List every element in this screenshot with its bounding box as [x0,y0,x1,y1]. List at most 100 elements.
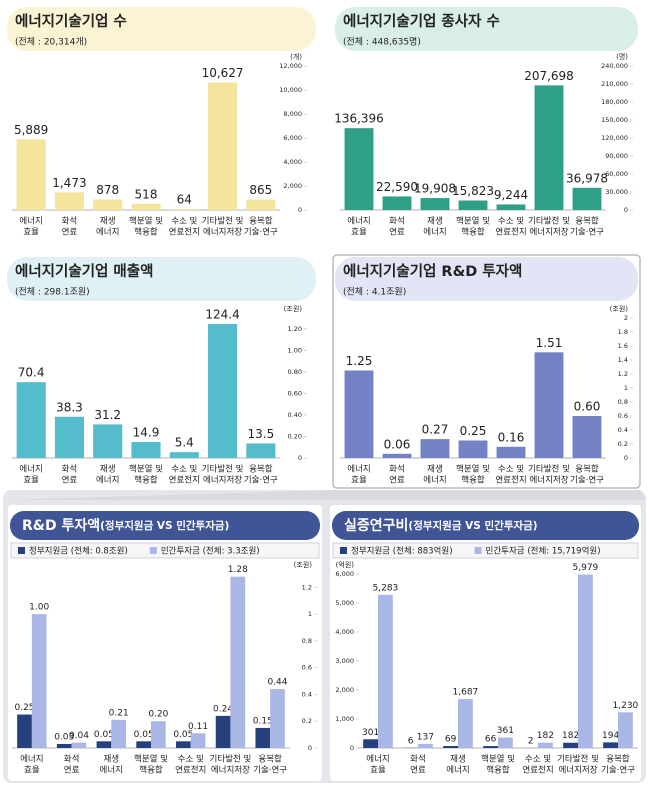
bar [572,187,602,210]
y-tick-label: 5,000 [335,599,354,607]
value-label: 878 [96,183,119,197]
value-label: 64 [177,193,192,207]
y-tick-label: 4,000 [335,628,354,636]
x-tick-label: 융복합 [249,217,273,227]
y-tick-label: 0.40 [288,411,302,419]
value-label: 31.2 [94,408,121,422]
value-label: 0.60 [574,400,601,414]
value-label: 194 [602,731,619,741]
value-label: 182 [537,731,554,741]
y-tick-label: 180,000 [601,98,628,106]
axis-unit: (조원) [294,560,313,569]
legend-box [10,542,320,559]
x-tick-label: 기타발전 및 [528,216,570,227]
bar [378,594,393,748]
connector [3,490,646,500]
x-tick-label: 연료전지 [495,475,526,486]
x-tick-label: 에너지저장 [203,475,242,486]
bar [111,719,126,748]
x-tick-label: 에너지 [446,765,469,776]
y-tick-label: 120,000 [601,134,628,142]
x-tick-label: 기술·연구 [570,228,604,238]
x-tick-label: 에너지 [20,754,43,765]
y-tick-label: 1.4 [618,356,628,364]
x-tick-label: 에너지 [96,475,119,486]
x-tick-label: 핵분열 및 [134,754,168,765]
y-tick-label: 210,000 [601,80,628,88]
y-tick-label: 4,000 [283,158,302,166]
value-label: 0.03 [54,732,74,742]
panel-title-note: (정부지원금 VS 민간투자금) [100,519,229,532]
panel-header [7,257,316,301]
legend-label: 민간투자금 (전체: 15,719억원) [486,546,601,557]
value-label: 36,978 [566,171,608,185]
y-tick-label: 0 [298,454,302,462]
y-tick-label: 0.8 [618,398,628,406]
x-tick-label: 핵융합 [139,765,163,776]
bar [538,742,553,748]
value-label: 1,687 [453,688,479,698]
panel-title-note: (정부지원금 VS 민간투자금) [408,519,537,532]
value-label: 0.11 [188,722,208,732]
value-label: 2 [528,736,534,746]
x-tick-label: 수소 및 [498,464,524,475]
y-tick-label: 0.80 [288,368,302,376]
bar [93,199,123,210]
bar [151,721,166,748]
y-tick-label: 0 [624,454,628,462]
value-label: 301 [362,728,379,738]
x-tick-label: 에너지 [423,227,446,238]
bar [344,370,374,458]
x-tick-label: 연료전지 [169,475,200,486]
bar [230,576,246,748]
value-label: 0.05 [173,730,193,740]
value-label: 0.05 [94,730,114,740]
x-tick-label: 핵분열 및 [481,754,515,765]
x-tick-label: 효율 [351,228,367,238]
bar [215,715,231,748]
value-label: 361 [497,726,514,736]
x-tick-label: 핵융합 [134,475,158,486]
x-tick-label: 효율 [23,228,39,238]
bar [618,712,633,748]
bar [131,203,161,210]
panel-title: 에너지기술기업 매출액 [15,262,153,280]
bar [131,441,161,458]
y-tick-label: 1.8 [618,328,628,336]
value-label: 9,244 [494,188,528,202]
legend-label: 정부지원금 (전체: 0.8조원) [29,546,128,557]
x-tick-label: 핵융합 [461,475,485,486]
bar [458,440,488,458]
value-label: 124.4 [205,308,239,322]
x-tick-label: 연료전지 [522,765,553,776]
bar [443,745,458,748]
value-label: 1.00 [29,603,49,613]
value-label: 136,396 [334,112,384,126]
x-tick-label: 에너지 [96,227,119,238]
x-tick-label: 에너지저장 [211,765,250,776]
value-label: 0.25 [460,424,487,438]
bar [96,741,112,748]
value-label: 1.25 [346,354,373,368]
value-label: 10,627 [202,66,244,80]
x-tick-label: 화석 [62,464,78,475]
x-tick-label: 에너지 [423,475,446,486]
bar [420,198,450,210]
value-label: 6 [408,736,414,746]
x-tick-label: 기술·연구 [244,476,278,486]
y-tick-label: 60,000 [605,170,628,178]
bar [17,714,32,748]
x-tick-label: 연료 [62,228,78,238]
x-tick-label: 에너지저장 [203,227,242,238]
value-label: 5,889 [14,123,48,137]
y-tick-label: 6,000 [335,570,354,578]
y-tick-label: 0.8 [302,637,312,645]
bar [418,744,433,748]
x-tick-label: 기술·연구 [253,766,287,776]
x-tick-label: 재생 [100,464,116,475]
value-label: 5.4 [175,436,194,450]
value-label: 5,979 [573,563,599,573]
x-tick-label: 재생 [427,216,443,227]
x-tick-label: 핵분열 및 [456,216,490,227]
x-tick-label: 수소 및 [498,216,524,227]
